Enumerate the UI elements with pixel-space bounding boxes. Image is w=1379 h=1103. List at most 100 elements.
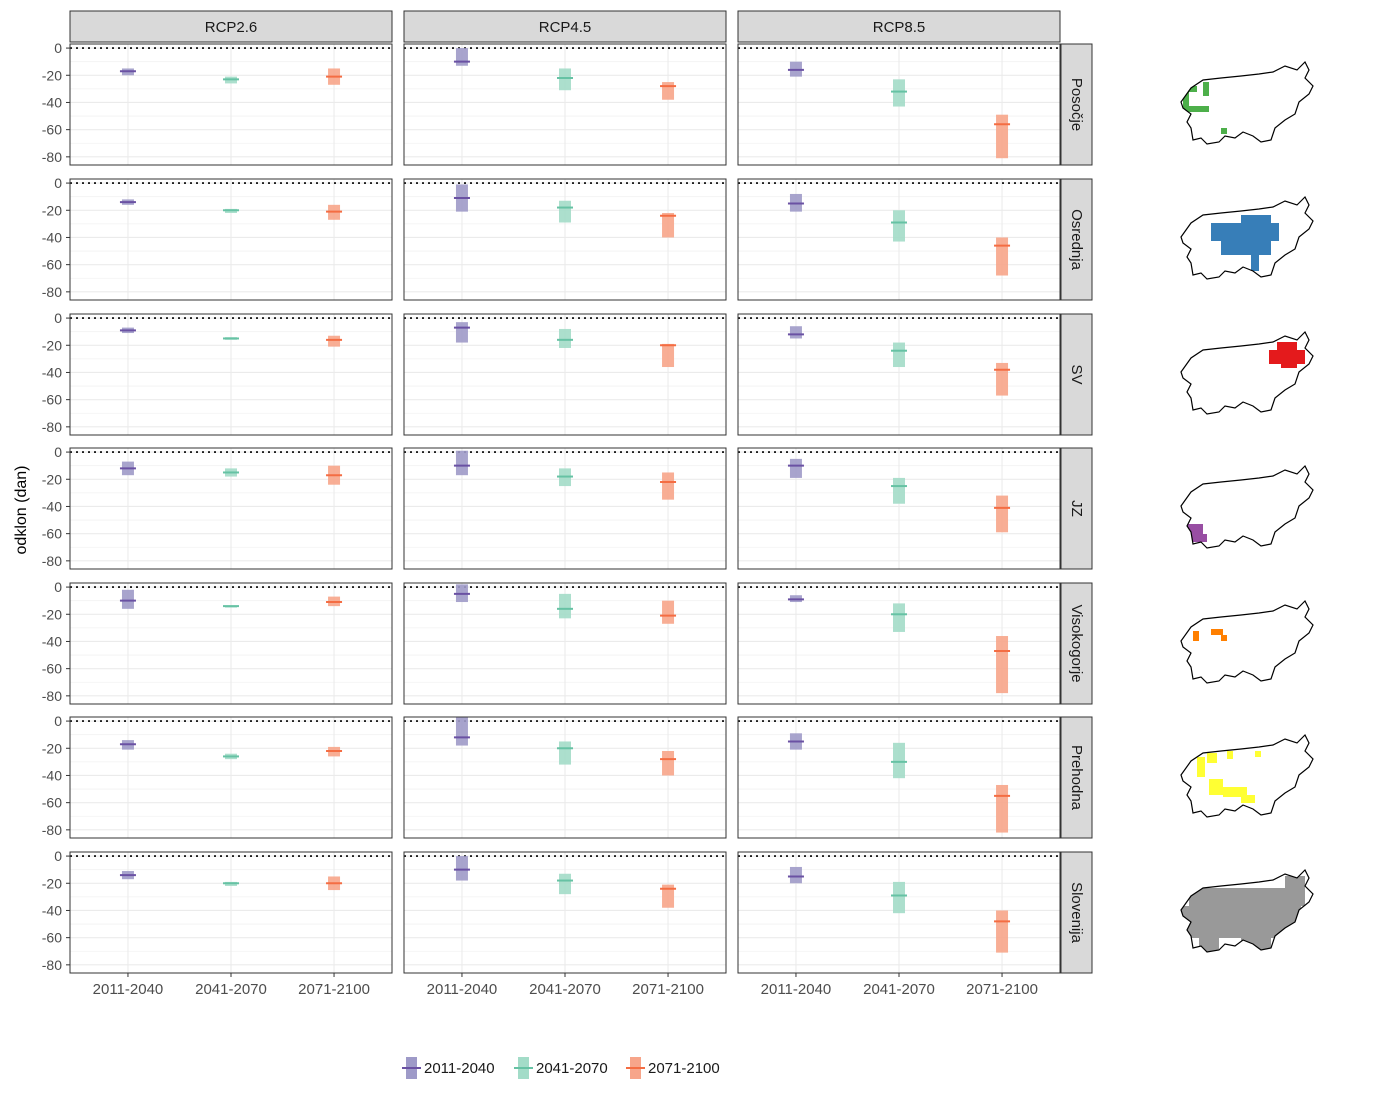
- map-background: [1181, 62, 1313, 144]
- x-tick-label: 2071-2100: [298, 981, 370, 998]
- y-tick-label: -80: [42, 822, 62, 838]
- y-tick-label: -60: [42, 122, 62, 138]
- range-bar: [893, 477, 905, 504]
- column-strip-label: RCP8.5: [873, 19, 926, 36]
- y-tick-label: -80: [42, 688, 62, 704]
- panel-border: [403, 716, 727, 839]
- region-cell: [1209, 779, 1223, 795]
- y-tick-label: -40: [42, 902, 62, 918]
- legend: 2011-2040 2041-2070 2071-2100: [402, 1057, 720, 1079]
- x-tick-label: 2041-2070: [195, 981, 267, 998]
- panel: [69, 313, 393, 436]
- country-outline: [1180, 599, 1314, 684]
- y-tick-label: -20: [42, 606, 62, 622]
- row-strip: [1060, 582, 1093, 705]
- panel: [403, 716, 727, 839]
- panel: [69, 447, 393, 570]
- map-background: [1181, 601, 1313, 683]
- y-tick-label: -40: [42, 633, 62, 649]
- y-tick-label: -60: [42, 526, 62, 542]
- range-bar: [893, 603, 905, 632]
- panel-border: [403, 447, 727, 570]
- panel: [737, 851, 1061, 974]
- x-tick-label: 2011-2040: [761, 981, 832, 998]
- range-bar: [121, 589, 134, 609]
- range-bar: [996, 495, 1009, 533]
- y-tick-label: -40: [42, 94, 62, 110]
- range-bar: [455, 450, 468, 476]
- region-cell: [1199, 932, 1219, 952]
- panel: [69, 582, 393, 705]
- y-tick-label: 0: [54, 713, 62, 729]
- row-strip: [1060, 43, 1093, 166]
- region-cell: [1251, 255, 1259, 271]
- y-tick-label: -80: [42, 149, 62, 165]
- panel: [69, 851, 393, 974]
- range-bar: [559, 68, 571, 91]
- range-bar: [455, 48, 468, 66]
- panel-border: [69, 43, 393, 166]
- panel-border: [403, 178, 727, 301]
- region-cell: [1193, 631, 1199, 641]
- row-strip-label: Osrednja: [1068, 209, 1085, 271]
- y-tick-label: -40: [42, 229, 62, 245]
- range-bar: [893, 342, 905, 368]
- range-bar: [455, 856, 468, 881]
- panel-border: [737, 313, 1061, 436]
- panel: [403, 178, 727, 301]
- panel-border: [69, 178, 393, 301]
- panel: [69, 716, 393, 839]
- region-highlight: [1211, 215, 1279, 271]
- panel-border: [69, 716, 393, 839]
- range-bar: [662, 472, 675, 500]
- panel-border: [403, 582, 727, 705]
- y-tick-label: 0: [54, 40, 62, 56]
- region-cell: [1189, 106, 1209, 112]
- range-bar: [455, 717, 468, 746]
- y-axis-label: odklon (dan): [13, 466, 30, 555]
- panel-border: [403, 43, 727, 166]
- region-cell: [1277, 342, 1297, 352]
- axes-layer: 0 -20 -40 -60 -80 0 -20 -40 -60 -80 0 -20 -40 -60 -80 0…: [42, 40, 1038, 998]
- panel: [403, 851, 727, 974]
- region-map: [1180, 330, 1314, 415]
- country-outline: [1180, 330, 1314, 415]
- panel: [737, 178, 1061, 301]
- range-bar: [996, 910, 1009, 953]
- panel: [403, 313, 727, 436]
- y-tick-label: -80: [42, 957, 62, 973]
- region-cell: [1211, 629, 1223, 635]
- region-cell: [1189, 888, 1301, 938]
- panel: [737, 582, 1061, 705]
- range-bar: [789, 458, 802, 478]
- y-tick-label: 0: [54, 579, 62, 595]
- y-tick-label: 0: [54, 310, 62, 326]
- range-bar: [996, 362, 1009, 396]
- y-tick-label: -60: [42, 930, 62, 946]
- row-strip-label: Posočje: [1068, 78, 1085, 131]
- y-tick-label: -20: [42, 337, 62, 353]
- region-cell: [1269, 350, 1305, 364]
- range-bar: [559, 873, 571, 895]
- row-strip-label: Slovenija: [1068, 882, 1085, 944]
- column-strip-label: RCP2.6: [205, 19, 258, 36]
- region-cell: [1211, 223, 1279, 241]
- range-bar: [893, 881, 905, 914]
- y-tick-label: -20: [42, 471, 62, 487]
- region-map: [1180, 733, 1314, 818]
- region-cell: [1285, 876, 1305, 906]
- y-tick-label: -20: [42, 67, 62, 83]
- panel-border: [737, 178, 1061, 301]
- region-map: [1180, 599, 1314, 684]
- legend-label: 2041-2070: [536, 1060, 608, 1077]
- panels-layer: [69, 43, 1061, 974]
- region-map: [1180, 60, 1314, 145]
- range-bar: [559, 328, 571, 348]
- region-cell: [1197, 534, 1207, 542]
- range-bar: [789, 326, 802, 339]
- range-bar: [455, 322, 468, 343]
- panel: [403, 447, 727, 570]
- panel-border: [737, 716, 1061, 839]
- region-cell: [1227, 751, 1233, 759]
